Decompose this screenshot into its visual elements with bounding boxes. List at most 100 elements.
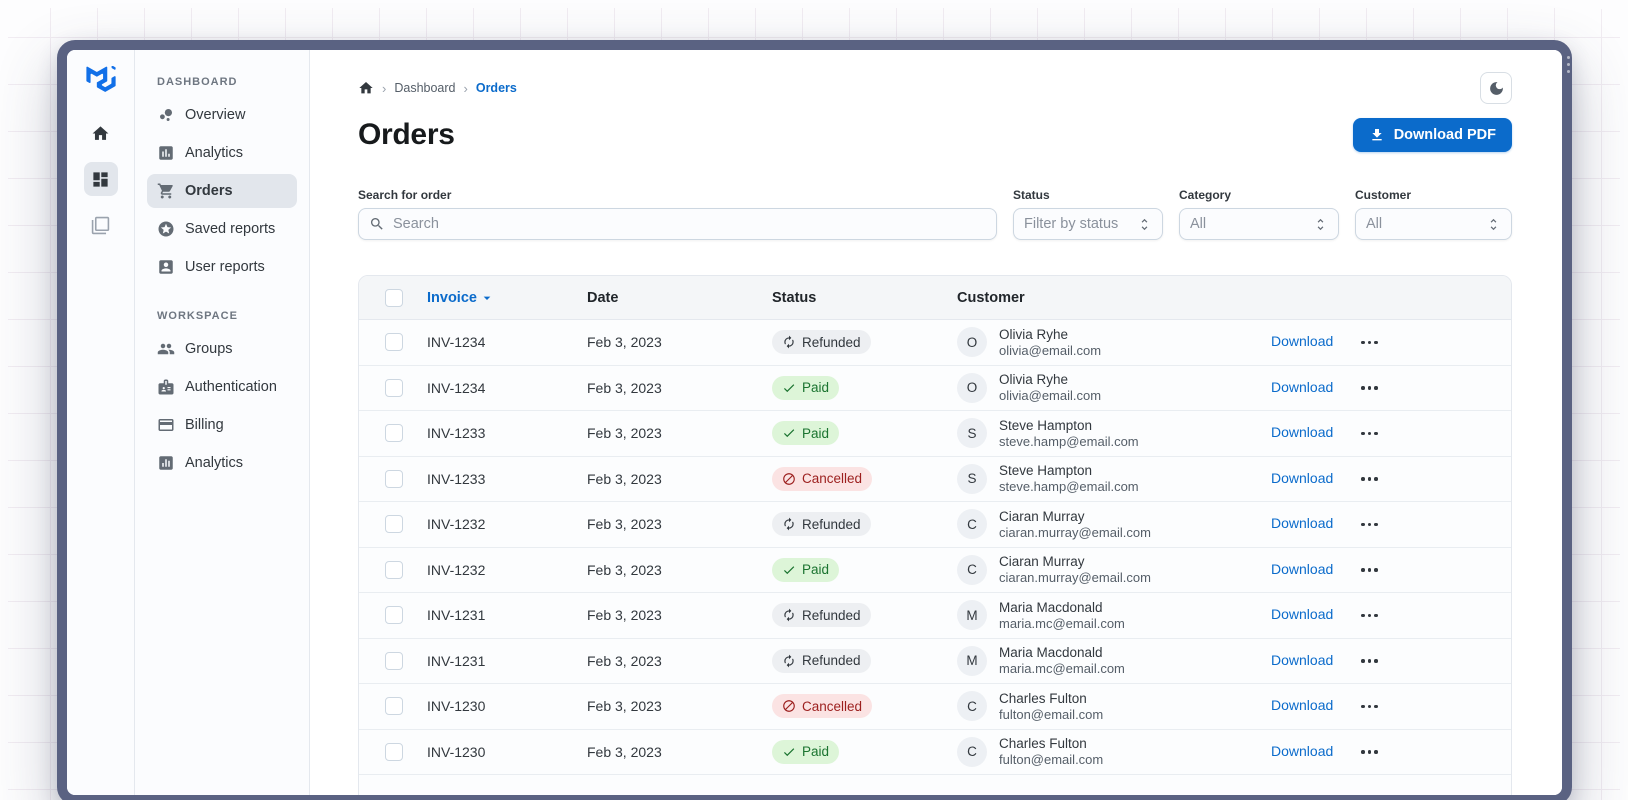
customer-email: maria.mc@email.com [999,661,1125,677]
column-header-invoice-label: Invoice [427,289,477,306]
dashboard-grid-icon [93,171,108,187]
status-badge: Paid [772,739,840,764]
row-download-link[interactable]: Download [1271,697,1334,714]
row-checkbox[interactable] [385,333,403,352]
unfold-more-icon [1141,218,1148,230]
rail-pages-button[interactable] [84,208,118,242]
row-more-menu[interactable] [1361,431,1378,435]
sidebar-item-label: Saved reports [185,221,276,237]
rail-dashboard-button[interactable] [83,162,118,196]
sidebar-item-label: Overview [185,107,246,123]
sidebar-item-authentication[interactable]: Authentication [147,370,297,404]
date-cell: Feb 3, 2023 [587,516,662,533]
row-download-link[interactable]: Download [1271,333,1334,350]
row-download-link[interactable]: Download [1271,515,1334,532]
row-more-menu[interactable] [1361,522,1378,526]
row-download-link[interactable]: Download [1271,378,1334,395]
avatar: O [957,327,987,358]
status-label: Paid [802,744,830,760]
invoice-cell: INV-1233 [427,470,486,487]
row-more-menu[interactable] [1361,386,1378,390]
status-badge: Cancelled [772,466,873,491]
home-icon [92,125,109,140]
category-filter-select[interactable]: All [1179,208,1339,240]
row-checkbox[interactable] [385,424,403,443]
status-label: Paid [802,380,830,396]
sidebar-item-billing[interactable]: Billing [147,408,297,442]
row-download-link[interactable]: Download [1271,469,1334,486]
row-checkbox[interactable] [385,469,403,488]
status-label: Refunded [802,607,861,623]
sidebar-item-workspace-analytics[interactable]: Analytics [147,446,297,480]
column-header-invoice[interactable]: Invoice [427,290,587,306]
row-checkbox[interactable] [385,651,403,670]
date-cell: Feb 3, 2023 [587,561,662,578]
status-filter-select[interactable]: Filter by status [1013,208,1163,240]
check-icon [783,384,795,392]
category-filter-label: Category [1179,188,1232,202]
row-more-menu[interactable] [1361,568,1378,572]
row-more-menu[interactable] [1361,477,1378,481]
bubble-chart-icon [160,109,172,121]
avatar: M [957,645,987,676]
invoice-cell: INV-1233 [427,425,486,442]
credit-card-icon [158,419,174,431]
download-pdf-button[interactable]: Download PDF [1352,118,1512,152]
status-label: Paid [802,562,830,578]
sidebar-item-label: Analytics [185,145,244,161]
sidebar-item-analytics[interactable]: Analytics [147,136,297,170]
avatar: C [957,509,987,540]
sidebar-item-orders[interactable]: Orders [147,174,297,208]
sidebar-item-groups[interactable]: Groups [147,332,297,366]
row-more-menu[interactable] [1361,340,1378,344]
check-icon [783,748,795,756]
refresh-icon [784,654,794,668]
row-more-menu[interactable] [1361,659,1378,663]
chevron-right-icon: › [382,80,387,96]
row-checkbox[interactable] [385,697,403,716]
check-icon [783,429,795,438]
status-badge: Paid [772,421,840,446]
row-download-link[interactable]: Download [1271,424,1334,441]
sidebar-item-user-reports[interactable]: User reports [147,250,297,284]
status-filter-value: Filter by status [1024,216,1119,232]
row-checkbox[interactable] [385,378,403,397]
row-checkbox[interactable] [385,515,403,534]
select-all-checkbox[interactable] [385,288,403,307]
customer-filter-label: Customer [1355,188,1412,202]
table-row: INV-1234 Feb 3, 2023 Paid O Olivia Ryhe … [359,365,1511,411]
sidebar-item-saved-reports[interactable]: Saved reports [147,212,297,246]
date-cell: Feb 3, 2023 [587,743,662,760]
customer-name: Charles Fulton [999,690,1087,706]
app-window: DASHBOARD Overview Analytics Orders Save… [57,40,1572,800]
moon-icon [1489,81,1503,95]
breadcrumb: › Dashboard › Orders [358,80,517,96]
row-download-link[interactable]: Download [1271,651,1334,668]
layers-icon [91,216,110,234]
sidebar-item-overview[interactable]: Overview [147,98,297,132]
rail-home-button[interactable] [84,116,118,150]
breadcrumb-dashboard[interactable]: Dashboard [394,81,456,95]
row-more-menu[interactable] [1361,750,1378,754]
row-checkbox[interactable] [385,606,403,625]
row-more-menu[interactable] [1361,613,1378,617]
search-icon [371,218,383,230]
window-scrollbar-dots[interactable] [1567,56,1570,73]
row-download-link[interactable]: Download [1271,606,1334,623]
customer-name: Olivia Ryhe [999,372,1069,388]
row-download-link[interactable]: Download [1271,560,1334,577]
row-more-menu[interactable] [1361,704,1378,708]
search-field [358,208,997,240]
customer-email: olivia@email.com [999,342,1102,358]
row-download-link[interactable]: Download [1271,742,1334,759]
customer-filter-select[interactable]: All [1355,208,1512,240]
row-checkbox[interactable] [385,742,403,761]
search-input[interactable] [393,216,986,232]
mui-logo [85,66,116,92]
table-row: INV-1231 Feb 3, 2023 Refunded M Maria Ma… [359,638,1511,684]
row-checkbox[interactable] [385,560,403,579]
status-label: Refunded [802,516,861,532]
breadcrumb-home-icon[interactable] [358,80,374,96]
avatar: C [957,736,987,767]
dark-mode-toggle[interactable] [1480,72,1512,104]
